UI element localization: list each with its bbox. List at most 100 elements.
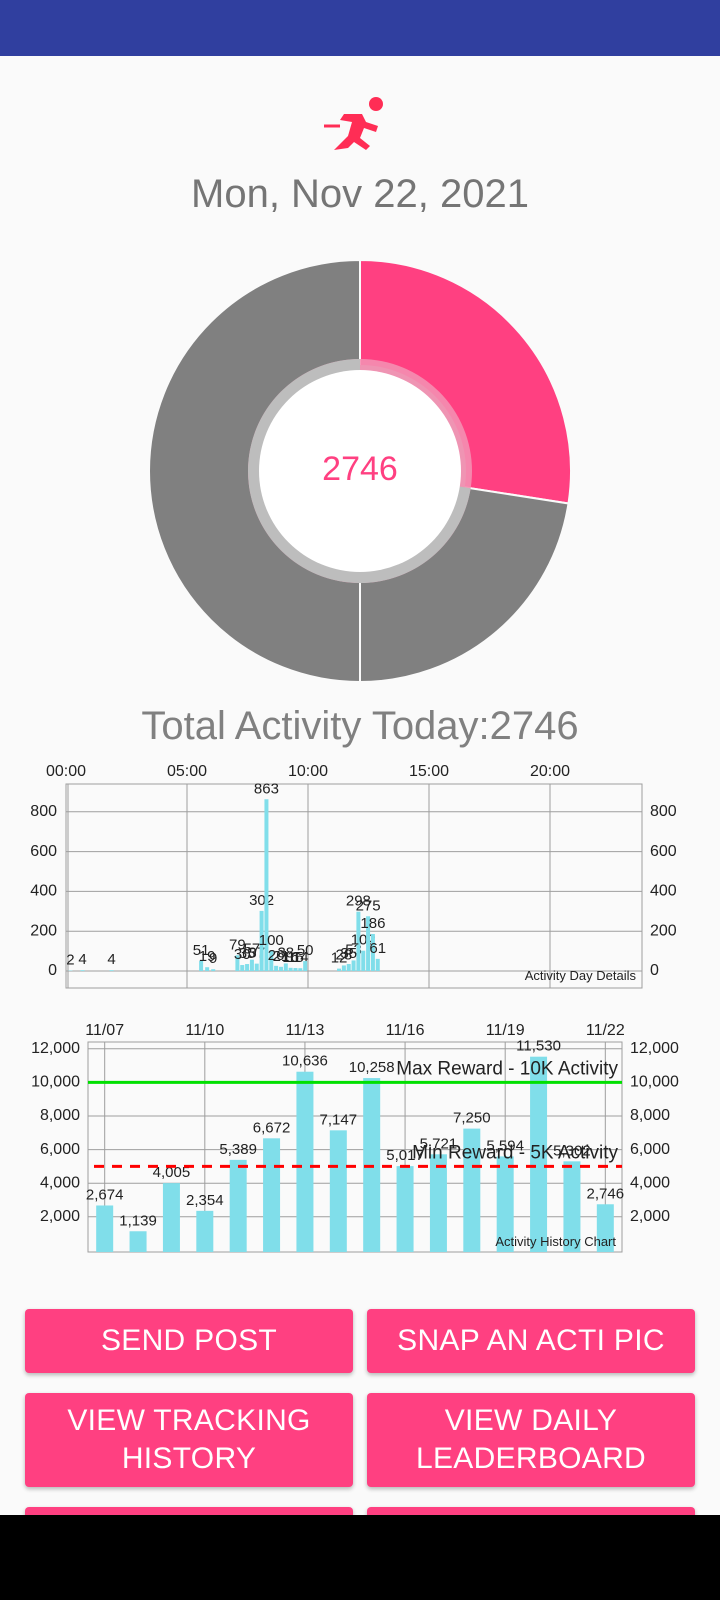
activity-donut-chart [148,259,572,683]
day-chart-bar [235,955,240,971]
day-chart-bar [351,960,356,971]
history-chart-bar [596,1204,614,1252]
day-chart-x-tick: 20:00 [530,763,570,780]
day-chart-bar-label: 61 [369,940,386,957]
day-chart-bar-label: 57 [244,941,261,958]
date-title: Mon, Nov 22, 2021 [191,172,529,216]
history-chart-y-tick-right: 12,000 [630,1040,679,1057]
day-chart-y-tick-right: 400 [650,883,677,900]
day-chart-bar-label: 4 [78,951,86,968]
view-tracking-history-button[interactable]: VIEW TRACKING HISTORY [25,1393,353,1487]
day-chart-bar-label: 15 [287,949,304,966]
history-chart-bar-label: 2,354 [186,1192,224,1209]
day-chart-bar [341,965,346,971]
history-chart-bar-label: 5,302 [553,1142,591,1159]
day-chart-frame [65,783,643,989]
history-chart-bar-label: 10,636 [282,1053,328,1070]
day-chart-y-tick-left: 400 [30,883,57,900]
view-tracking-label: VIEW TRACKING HISTORY [67,1404,311,1475]
day-chart-y-tick-right: 800 [650,803,677,820]
day-chart-y-tick-left: 0 [48,962,57,979]
day-chart-bar-label: 35 [340,945,357,962]
snap-pic-label: SNAP AN ACTI PIC [397,1324,665,1357]
day-chart-bar [80,970,85,971]
day-chart-x-tick: 10:00 [288,763,328,780]
day-chart-bar [211,969,216,971]
history-chart-bar [129,1231,147,1252]
history-chart-bar-label: 4,005 [153,1164,191,1181]
day-chart-bar-label: 275 [356,897,381,914]
history-chart-y-tick-left: 10,000 [31,1074,80,1091]
day-chart-bar [109,970,114,971]
history-chart-y-tick-left: 4,000 [40,1174,80,1191]
history-chart-y-tick-left: 8,000 [40,1107,80,1124]
day-chart-bar-label: 26 [268,947,285,964]
day-chart-bar [361,950,366,971]
day-chart-bar [356,911,361,971]
view-daily-leaderboard-button[interactable]: VIEW DAILY LEADERBOARD [367,1393,695,1487]
total-activity-text: Total Activity Today:2746 [141,704,579,748]
history-chart-y-tick-right: 2,000 [630,1208,670,1225]
history-chart-y-tick-left: 2,000 [40,1208,80,1225]
history-chart-x-tick: 11/16 [386,1022,425,1039]
day-chart-x-tick: 05:00 [167,763,207,780]
day-chart-bar [269,951,274,971]
day-chart-y-tick-left: 200 [30,922,57,939]
day-chart-bar-label: 51 [193,942,210,959]
day-chart-bar [375,958,380,971]
day-chart-bar [346,964,351,971]
history-chart-bar-label: 1,139 [119,1212,157,1229]
day-chart-bar [370,933,375,971]
history-chart-bar [296,1071,314,1252]
day-chart-bar-label: 38 [277,944,294,961]
day-chart-bar [245,964,250,971]
day-chart-y-tick-left: 800 [30,803,57,820]
day-chart-bar [288,967,293,971]
max-reward-label: Max Reward - 10K Activity [396,1058,618,1079]
history-chart-bar-label: 5,017 [386,1147,424,1164]
snap-pic-button[interactable]: SNAP AN ACTI PIC [367,1309,695,1373]
history-chart-x-tick: 11/22 [586,1022,625,1039]
history-chart-bar [396,1166,414,1252]
day-chart-bar [283,963,288,971]
activity-day-chart: 00:00 05:00 10:00 15:00 20:00 0 0 200 200 400 400 6… [30,763,677,989]
day-chart-bar-label: 50 [297,942,314,959]
day-chart-bar [278,966,283,971]
day-chart-y-tick-left: 600 [30,843,57,860]
day-chart-bar [303,961,308,971]
day-chart-bar-label: 298 [346,893,371,910]
day-chart-bar [249,959,254,971]
day-chart-bar-label: 21 [273,948,290,965]
donut-hole [259,370,461,572]
runner-icon [324,97,383,150]
day-chart-bar [205,967,210,971]
history-chart-bar-label: 2,746 [587,1185,625,1202]
day-chart-x-tick: 00:00 [46,763,86,780]
history-chart-bar [162,1183,180,1252]
day-chart-y-tick-right: 0 [650,962,659,979]
day-chart-bar [366,916,371,971]
history-chart-bar-label: 5,594 [486,1137,524,1154]
history-chart-bar-label: 2,674 [86,1186,124,1203]
day-chart-bar-label: 2 [66,952,74,969]
history-chart-bar [96,1205,114,1252]
day-chart-bar [293,968,298,971]
day-chart-bar [274,965,279,971]
day-chart-bar-label: 863 [254,780,279,797]
history-chart-bar [196,1210,214,1252]
day-chart-bar-label: 28 [336,946,353,963]
day-chart-bar-label: 30 [234,946,251,963]
history-chart-bar [229,1159,247,1252]
history-chart-bar [429,1154,447,1252]
send-post-button[interactable]: SEND POST [25,1309,353,1373]
view-leaderboard-label: VIEW DAILY LEADERBOARD [415,1404,647,1475]
history-chart-x-tick: 11/19 [486,1022,525,1039]
day-chart-bar [254,963,259,971]
day-chart-bar-label: 100 [259,932,284,949]
day-chart-bar-label: 9 [209,950,217,967]
history-chart-bar [563,1161,581,1252]
activity-history-chart: 2,000 2,000 4,000 4,000 6,000 6,000 8,000 8,000… [31,1022,679,1253]
day-chart-bar-label: 12 [331,950,348,967]
day-chart-bar [259,910,264,971]
day-chart-bar-label: 302 [249,892,274,909]
